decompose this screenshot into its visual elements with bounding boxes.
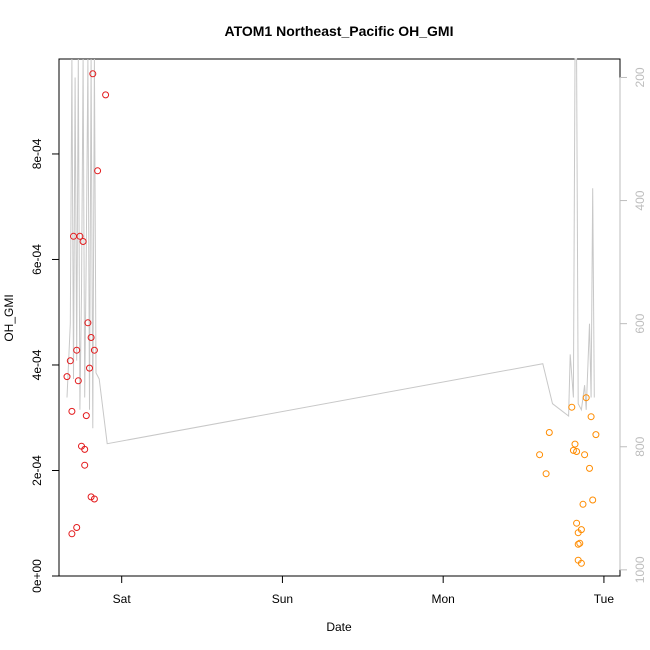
y-tick-label: 4e-04 xyxy=(30,349,44,380)
data-point xyxy=(73,346,81,354)
right-y-tick-label: 600 xyxy=(633,313,647,333)
x-tick-label: Sat xyxy=(113,592,132,606)
data-point xyxy=(87,334,95,341)
data-point xyxy=(587,413,595,421)
x-axis-label: Date xyxy=(326,620,352,634)
data-point xyxy=(89,70,97,78)
pressure-line-layer xyxy=(66,58,595,445)
x-tick-label: Mon xyxy=(432,592,455,606)
data-point xyxy=(574,540,582,548)
chart-title: ATOM1 Northeast_Pacific OH_GMI xyxy=(225,23,454,39)
data-point xyxy=(81,445,89,453)
data-point xyxy=(545,429,553,436)
data-point xyxy=(569,446,577,454)
data-point xyxy=(579,500,587,508)
right-y-tick-label: 200 xyxy=(633,67,647,87)
data-point xyxy=(582,394,590,402)
x-tick-label: Sun xyxy=(272,592,293,606)
data-point xyxy=(571,440,579,448)
pressure-line xyxy=(66,58,595,445)
data-point xyxy=(573,519,581,527)
data-point xyxy=(568,403,576,411)
data-point xyxy=(536,451,544,459)
data-point xyxy=(90,495,98,503)
data-point xyxy=(576,539,584,547)
right-y-axis: 200 400 600 800 1000 xyxy=(619,67,647,583)
data-point xyxy=(74,377,82,385)
data-point xyxy=(90,346,98,354)
data-point xyxy=(66,357,74,365)
x-tick-label: Tue xyxy=(594,592,615,606)
y-tick-label: 6e-04 xyxy=(30,244,44,275)
y-axis-label: OH_GMI xyxy=(2,294,16,341)
data-point xyxy=(76,232,84,240)
data-point xyxy=(577,526,585,534)
data-point xyxy=(84,319,92,327)
data-point xyxy=(592,431,600,439)
data-point xyxy=(63,373,71,381)
data-point xyxy=(81,461,89,469)
data-point xyxy=(82,412,90,420)
y-axis: 0e+00 2e-04 4e-04 6e-04 8e-04 xyxy=(30,138,60,593)
data-point xyxy=(94,167,102,175)
data-point xyxy=(577,559,585,567)
right-y-tick-label: 1000 xyxy=(633,556,647,583)
data-point xyxy=(589,496,597,504)
data-point xyxy=(102,91,110,99)
y-tick-label: 0e+00 xyxy=(30,559,44,593)
data-point xyxy=(86,364,93,372)
y-tick-label: 8e-04 xyxy=(30,138,44,169)
x-axis: Sat Sun Mon Tue xyxy=(113,575,615,606)
data-point xyxy=(586,464,593,472)
right-y-tick-label: 400 xyxy=(633,190,647,210)
data-point xyxy=(581,451,589,459)
data-point xyxy=(573,448,581,455)
plot-frame xyxy=(58,58,621,577)
data-point xyxy=(68,530,76,538)
data-point xyxy=(73,524,81,531)
data-point xyxy=(542,470,550,478)
y-tick-label: 2e-04 xyxy=(30,455,44,486)
data-point xyxy=(68,407,76,415)
scatter-points-layer xyxy=(63,70,600,567)
right-y-tick-label: 800 xyxy=(633,436,647,456)
data-point xyxy=(79,238,87,245)
